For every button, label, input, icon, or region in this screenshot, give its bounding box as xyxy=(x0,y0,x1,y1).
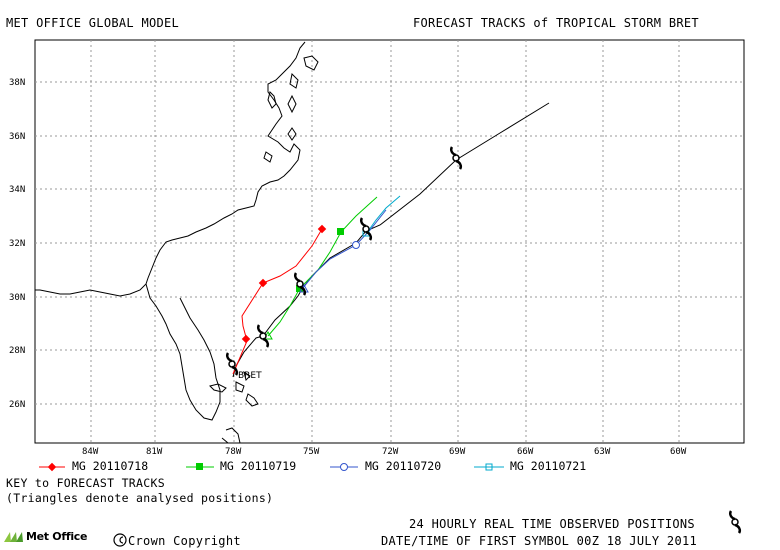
lat-label-34n: 34N xyxy=(9,185,25,195)
observed-positions-note: 24 HOURLY REAL TIME OBSERVED POSITIONS xyxy=(409,517,695,531)
tropical-cyclone-icon xyxy=(256,324,270,348)
key-note: (Triangles denote analysed positions) xyxy=(6,491,274,505)
legend-markers xyxy=(39,462,504,472)
lon-label-72w: 72W xyxy=(382,447,399,457)
track-point xyxy=(352,241,360,249)
first-symbol-note: DATE/TIME OF FIRST SYMBOL 00Z 18 JULY 20… xyxy=(381,534,698,548)
met-office-logo: Met Office xyxy=(4,530,87,543)
lon-label-60w: 60W xyxy=(670,447,687,457)
lat-label-32n: 32N xyxy=(9,239,25,249)
lat-label-28n: 28N xyxy=(9,346,25,356)
met-office-logo-icon xyxy=(4,532,24,542)
lat-label-38n: 38N xyxy=(9,78,25,88)
lon-label-69w: 69W xyxy=(449,447,466,457)
lon-label-63w: 63W xyxy=(594,447,611,457)
lon-label-84w: 84W xyxy=(82,447,99,457)
copyright-icon xyxy=(113,533,127,547)
tropical-cyclone-icon xyxy=(359,217,373,241)
legend-label-mg-20110719: MG 20110719 xyxy=(220,459,297,473)
track-point xyxy=(296,285,303,292)
left-title: MET OFFICE GLOBAL MODEL xyxy=(6,16,180,30)
legend-label-mg-20110718: MG 20110718 xyxy=(72,459,149,473)
coastline xyxy=(35,41,319,444)
legend-label-mg-20110720: MG 20110720 xyxy=(365,459,442,473)
lat-label-26n: 26N xyxy=(9,400,25,410)
tropical-cyclone-icon xyxy=(225,352,239,376)
grid-lines xyxy=(35,40,744,443)
observed-position-icons xyxy=(225,146,463,376)
right-title: FORECAST TRACKS of TROPICAL STORM BRET xyxy=(413,16,699,30)
track-point xyxy=(337,228,344,235)
tropical-cyclone-icon xyxy=(728,510,742,534)
lon-label-66w: 66W xyxy=(517,447,534,457)
copyright-text: Crown Copyright xyxy=(128,534,241,548)
lat-label-30n: 30N xyxy=(9,293,25,303)
tropical-cyclone-icon xyxy=(293,272,307,296)
lon-label-75w: 75W xyxy=(303,447,320,457)
key-heading: KEY to FORECAST TRACKS xyxy=(6,476,165,490)
track-mg-20110718 xyxy=(232,224,327,375)
map-frame xyxy=(34,39,745,444)
storm-name-label: BRET xyxy=(238,371,262,381)
legend-label-mg-20110721: MG 20110721 xyxy=(510,459,587,473)
lat-label-36n: 36N xyxy=(9,132,25,142)
logo-text: Met Office xyxy=(26,530,88,543)
lon-label-78w: 78W xyxy=(225,447,242,457)
track-point xyxy=(241,334,251,344)
track-point xyxy=(317,224,327,234)
tropical-cyclone-icon xyxy=(449,146,463,170)
track-point xyxy=(258,278,268,288)
lon-label-81w: 81W xyxy=(146,447,163,457)
